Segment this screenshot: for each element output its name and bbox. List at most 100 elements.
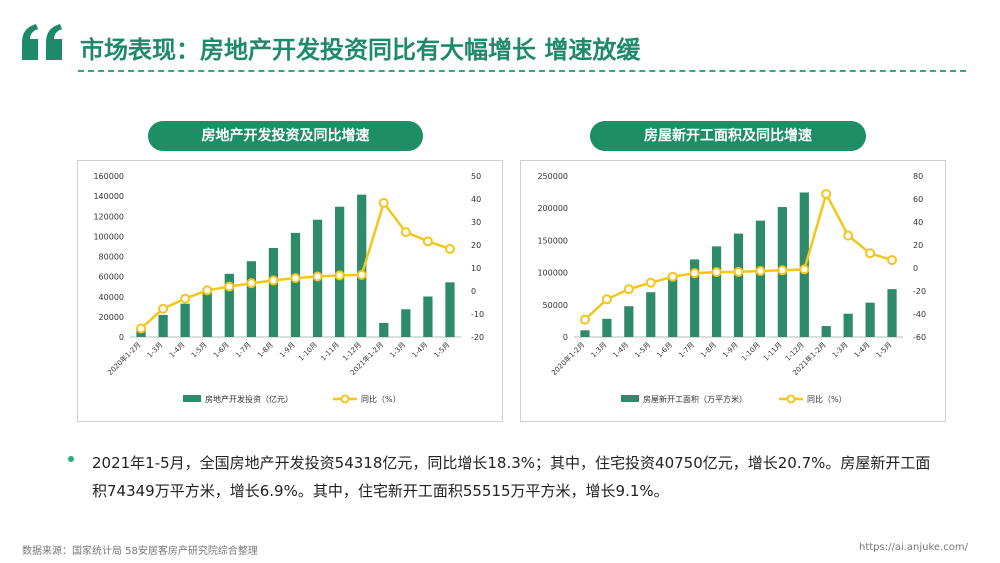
y2-tick-label: 40 <box>471 195 481 204</box>
bar <box>624 306 634 337</box>
y-tick-label: 0 <box>563 333 568 342</box>
bar <box>733 233 744 337</box>
y-tick-label: 250000 <box>537 172 568 181</box>
bar <box>268 247 279 337</box>
yoy-point <box>422 236 433 247</box>
chart-title-new-construction: 房屋新开工面积及同比增速 <box>590 121 866 151</box>
y-tick-label: 100000 <box>93 232 124 241</box>
x-tick-label: 1-6月 <box>655 341 674 360</box>
x-tick-label: 1-3月 <box>831 341 850 360</box>
quote-icon <box>22 24 62 60</box>
yoy-point <box>601 294 612 305</box>
x-tick-label: 1-3月 <box>146 341 165 360</box>
x-tick-label: 1-10月 <box>297 341 319 363</box>
x-tick-label: 1-4月 <box>411 341 430 360</box>
legend-line-marker <box>340 394 350 404</box>
legend-line-label: 同比（%） <box>807 394 847 404</box>
yoy-point <box>887 255 898 266</box>
y2-tick-label: 0 <box>471 287 476 296</box>
bar <box>843 313 853 337</box>
x-tick-label: 1-5月 <box>190 341 209 360</box>
yoy-point <box>821 189 832 200</box>
investment-chart-svg: 0 20000 40000 60000 80000 100000 120000 140000 1… <box>93 172 484 404</box>
y-tick-label: 200000 <box>537 204 568 213</box>
yoy-point <box>246 278 257 289</box>
y-tick-label: 120000 <box>93 212 124 221</box>
y2-tick-label: -20 <box>913 287 926 296</box>
x-tick-label: 1-3月 <box>590 341 609 360</box>
y-tick-label: 100000 <box>537 269 568 278</box>
bar <box>246 261 257 337</box>
x-tick-label: 1-8月 <box>256 341 275 360</box>
yoy-point <box>356 269 367 280</box>
legend-line-label: 同比（%） <box>361 394 401 404</box>
y2-tick-label: 20 <box>913 241 923 250</box>
bar <box>357 194 367 337</box>
yoy-point <box>777 265 788 276</box>
y-tick-label: 150000 <box>537 236 568 245</box>
x-tick-label: 1-5月 <box>875 341 894 360</box>
summary-bullet <box>68 456 74 462</box>
legend-bar-label: 房屋新开工面积（万平方米） <box>643 394 747 404</box>
summary-text: 2021年1-5月，全国房地产开发投资54318亿元，同比增长18.3%；其中，… <box>92 454 931 500</box>
x-tick-label: 1-7月 <box>677 341 696 360</box>
yoy-point <box>312 271 323 282</box>
yoy-point <box>865 248 876 259</box>
bar <box>887 289 897 337</box>
x-tick-label: 1-11月 <box>319 341 341 363</box>
x-tick-label: 1-10月 <box>740 341 762 363</box>
x-tick-label: 2020年1-2月 <box>549 340 586 377</box>
bar <box>180 303 190 337</box>
bar <box>711 246 722 337</box>
bar <box>158 314 168 337</box>
y2-tick-label: 10 <box>471 264 481 273</box>
y-tick-label: 0 <box>119 333 124 342</box>
y-tick-label: 140000 <box>93 192 124 201</box>
x-tick-label: 1-9月 <box>721 341 740 360</box>
yoy-point <box>843 230 854 241</box>
x-tick-label: 1-4月 <box>612 341 631 360</box>
x-tick-label: 1-6月 <box>212 341 231 360</box>
bar <box>580 330 590 337</box>
yoy-point <box>334 270 345 281</box>
y2-tick-label: -60 <box>913 333 926 342</box>
yoy-point <box>136 323 147 334</box>
y2-tick-label: 80 <box>913 172 923 181</box>
x-tick-label: 1-9月 <box>278 341 297 360</box>
yoy-point <box>667 271 678 282</box>
y2-tick-label: 60 <box>913 195 923 204</box>
y2-tick-label: 30 <box>471 218 481 227</box>
new-construction-chart-svg: 0 50000 100000 150000 200000 250000 -60 -40 -20 0… <box>537 172 926 404</box>
y-tick-label: 20000 <box>99 313 124 322</box>
yoy-point <box>268 275 279 286</box>
bar <box>379 322 389 337</box>
bar <box>423 296 433 337</box>
bar <box>445 282 455 337</box>
yoy-point <box>158 303 169 314</box>
yoy-point <box>579 314 590 325</box>
y2-tick-label: 50 <box>471 172 481 181</box>
legend-bar-swatch <box>183 395 201 402</box>
source-url: https://ai.anjuke.com/ <box>858 542 968 553</box>
yoy-point <box>224 281 235 292</box>
y2-tick-label: 40 <box>913 218 923 227</box>
bar <box>602 318 612 337</box>
yoy-point <box>733 266 744 277</box>
legend-bar-label: 房地产开发投资（亿元） <box>205 394 293 404</box>
y-tick-label: 40000 <box>99 293 124 302</box>
legend-line-marker <box>786 394 796 404</box>
investment-chart: 0 20000 40000 60000 80000 100000 120000 140000 1… <box>77 160 503 422</box>
yoy-point <box>799 264 810 275</box>
yoy-point <box>444 243 455 254</box>
x-tick-label: 1-5月 <box>633 341 652 360</box>
legend-bar-swatch <box>621 395 639 402</box>
yoy-point <box>755 265 766 276</box>
yoy-point <box>400 227 411 238</box>
page-title: 市场表现：房地产开发投资同比有大幅增长 增速放缓 <box>80 36 641 64</box>
bar <box>401 309 411 337</box>
yoy-point <box>378 197 389 208</box>
title-divider <box>78 70 966 72</box>
yoy-point <box>290 273 301 284</box>
x-tick-label: 1-5月 <box>433 341 452 360</box>
bar <box>224 273 234 337</box>
